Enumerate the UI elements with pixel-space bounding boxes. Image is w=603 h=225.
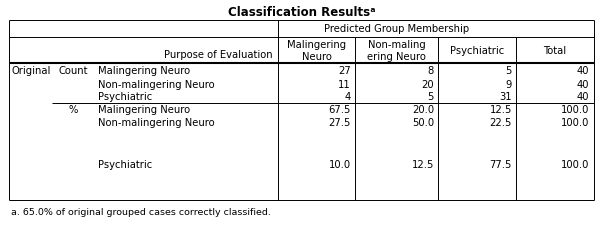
Text: 77.5: 77.5 bbox=[490, 160, 512, 170]
Text: 11: 11 bbox=[338, 79, 351, 89]
Text: Non-maling
ering Neuro: Non-maling ering Neuro bbox=[367, 40, 426, 61]
Text: a. 65.0% of original grouped cases correctly classified.: a. 65.0% of original grouped cases corre… bbox=[11, 208, 271, 216]
Text: Psychiatric: Psychiatric bbox=[98, 92, 152, 102]
Text: 40: 40 bbox=[576, 79, 589, 89]
Text: 40: 40 bbox=[576, 66, 589, 76]
Text: %: % bbox=[69, 105, 78, 115]
Text: 8: 8 bbox=[428, 66, 434, 76]
Text: Total: Total bbox=[543, 46, 567, 56]
Text: Classification Resultsᵃ: Classification Resultsᵃ bbox=[228, 5, 375, 18]
Text: Original: Original bbox=[12, 66, 51, 76]
Text: Malingering Neuro: Malingering Neuro bbox=[98, 105, 190, 115]
Text: 12.5: 12.5 bbox=[490, 105, 512, 115]
Text: 100.0: 100.0 bbox=[561, 118, 589, 128]
Text: 50.0: 50.0 bbox=[412, 118, 434, 128]
Text: Malingering
Neuro: Malingering Neuro bbox=[287, 40, 346, 61]
Text: 20.0: 20.0 bbox=[412, 105, 434, 115]
Text: Predicted Group Membership: Predicted Group Membership bbox=[324, 24, 470, 34]
Text: Purpose of Evaluation: Purpose of Evaluation bbox=[165, 50, 273, 60]
Text: Count: Count bbox=[58, 66, 88, 76]
Text: 12.5: 12.5 bbox=[412, 160, 434, 170]
Text: 31: 31 bbox=[499, 92, 512, 102]
Text: 9: 9 bbox=[506, 79, 512, 89]
Text: 10.0: 10.0 bbox=[329, 160, 351, 170]
Text: 20: 20 bbox=[421, 79, 434, 89]
Text: Psychiatric: Psychiatric bbox=[450, 46, 504, 56]
Text: Psychiatric: Psychiatric bbox=[98, 160, 152, 170]
Text: 27: 27 bbox=[338, 66, 351, 76]
Text: 4: 4 bbox=[345, 92, 351, 102]
Text: 5: 5 bbox=[506, 66, 512, 76]
Text: 27.5: 27.5 bbox=[329, 118, 351, 128]
Text: 5: 5 bbox=[428, 92, 434, 102]
Text: 100.0: 100.0 bbox=[561, 105, 589, 115]
Text: 22.5: 22.5 bbox=[490, 118, 512, 128]
Text: Malingering Neuro: Malingering Neuro bbox=[98, 66, 190, 76]
Text: 100.0: 100.0 bbox=[561, 160, 589, 170]
Text: 67.5: 67.5 bbox=[329, 105, 351, 115]
Text: Non-malingering Neuro: Non-malingering Neuro bbox=[98, 79, 215, 89]
Text: Non-malingering Neuro: Non-malingering Neuro bbox=[98, 118, 215, 128]
Text: 40: 40 bbox=[576, 92, 589, 102]
